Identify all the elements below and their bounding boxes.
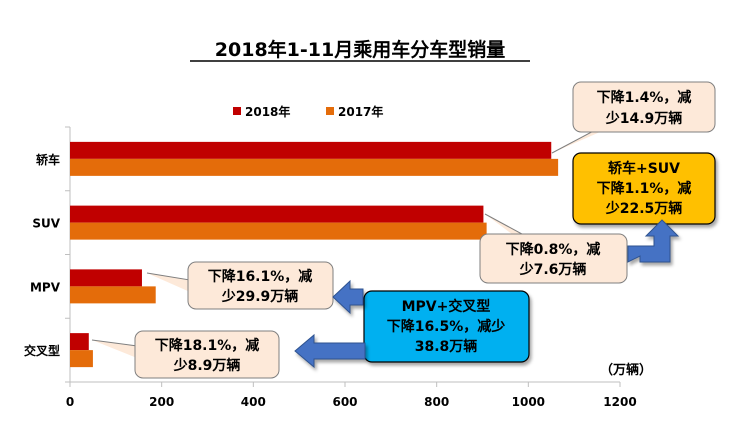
callout-sedan-suv-total: 轿车+SUV 下降1.1%，减 少22.5万辆 [572,152,716,225]
category-label: MPV [30,280,61,294]
category-label: 交叉型 [24,343,60,358]
y-axis-ticks [65,126,70,383]
bar-0-0 [70,141,552,159]
bar-1-3 [70,350,93,368]
x-tick-label: 400 [241,395,266,409]
bar-1-0 [70,158,559,176]
bar-1-2 [70,286,156,304]
callout-crossover-line1: 下降18.1%，减 [155,337,260,354]
mpv-crossover-total-line1: MPV+交叉型 [402,298,491,315]
legend-label-2018: 2018年 [245,104,290,119]
category-label: SUV [32,217,60,231]
legend-swatch-2018 [233,107,241,115]
legend: 2018年 2017年 [233,104,383,119]
callout-mpv-crossover-total: MPV+交叉型 下降16.5%，减少 38.8万辆 [363,290,530,363]
bar-0-1 [70,205,484,223]
callout-sedan-line2: 少14.9万辆 [605,110,683,127]
chart-title: 2018年1-11月乘用车分车型销量 [215,38,505,61]
callout-crossover-line2: 少8.9万辆 [173,357,241,374]
mpv-crossover-total-line3: 38.8万辆 [415,338,478,355]
arrow-left-icon [332,279,364,315]
callout-mpv-line1: 下降16.1%，减 [208,268,313,285]
callout-suv-line1: 下降0.8%，减 [506,241,601,258]
x-tick-label: 1200 [603,395,636,409]
callout-mpv: 下降16.1%，减 少29.9万辆 [146,261,334,310]
bar-0-2 [70,269,142,287]
x-tick-label: 1000 [512,395,545,409]
legend-label-2017: 2017年 [338,104,383,119]
x-axis-ticks: 0 200 400 600 800 1000 1200 [66,382,637,409]
callout-crossover: 下降18.1%，减 少8.9万辆 [91,330,280,379]
x-tick-label: 0 [66,395,74,409]
legend-swatch-2017 [326,107,334,115]
callout-mpv-line2: 少29.9万辆 [221,288,299,305]
category-label: 轿车 [36,152,60,167]
category-labels: 轿车 SUV MPV 交叉型 [24,152,61,358]
callout-suv-line2: 少7.6万辆 [519,261,587,278]
unit-label: （万辆） [600,362,652,378]
callout-sedan: 下降1.4%，减 少14.9万辆 [551,81,716,154]
x-tick-label: 800 [424,395,449,409]
sedan-suv-total-line1: 轿车+SUV [608,160,680,177]
sedan-suv-total-line2: 下降1.1%，减 [597,180,692,197]
bar-1-1 [70,222,487,240]
callout-suv: 下降0.8%，减 少7.6万辆 [479,213,628,284]
arrow-left-icon [294,333,366,369]
arrow-up-icon [627,219,680,263]
x-tick-label: 600 [332,395,357,409]
mpv-crossover-total-line2: 下降16.5%，减少 [387,318,506,335]
callout-sedan-line1: 下降1.4%，减 [597,89,692,106]
x-tick-label: 200 [149,395,174,409]
bar-0-3 [70,333,89,351]
bars [70,141,559,368]
sedan-suv-total-line3: 少22.5万辆 [605,200,683,217]
